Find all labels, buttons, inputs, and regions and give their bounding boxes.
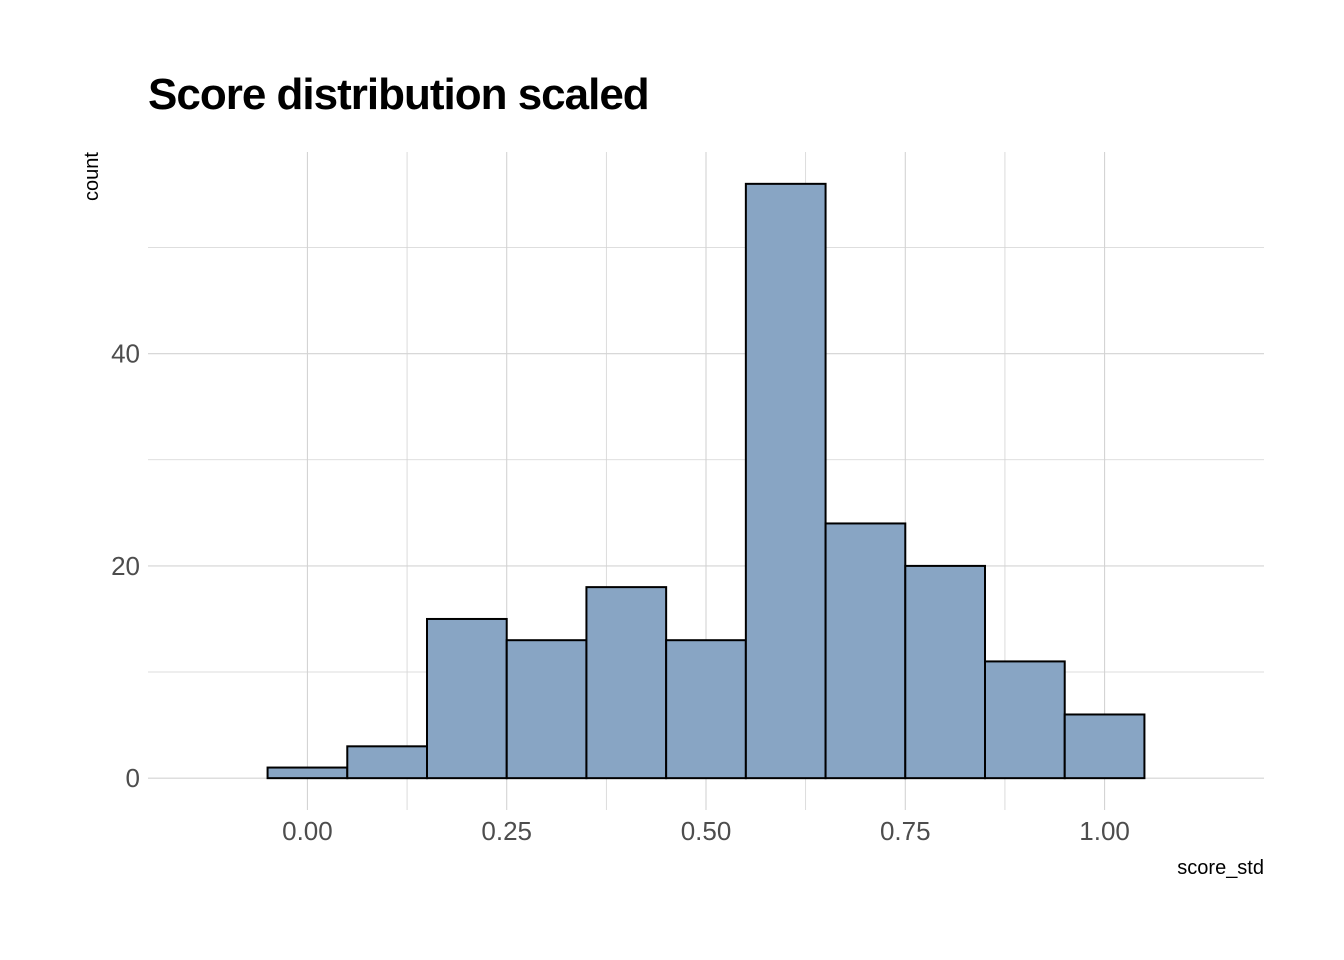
histogram-bar — [266, 766, 349, 780]
y-axis-ticks: 0 20 40 — [111, 339, 140, 794]
histogram-bar — [984, 660, 1066, 780]
chart-title: Score distribution scaled — [148, 70, 650, 119]
histogram-bars — [266, 182, 1146, 780]
y-tick-label: 40 — [111, 339, 140, 369]
histogram-bar — [665, 639, 747, 780]
histogram-bar — [505, 639, 588, 780]
histogram-bar — [904, 564, 986, 780]
histogram-bar — [824, 522, 907, 780]
histogram-bar — [744, 182, 827, 780]
y-tick-label: 20 — [111, 551, 140, 581]
x-tick-label: 1.00 — [1079, 816, 1130, 846]
x-axis-ticks: 0.00 0.25 0.50 0.75 1.00 — [282, 816, 1130, 846]
x-tick-label: 0.50 — [681, 816, 732, 846]
histogram-bar — [346, 745, 428, 780]
x-tick-label: 0.00 — [282, 816, 333, 846]
y-axis-title: count — [81, 152, 103, 201]
histogram-bar — [1063, 713, 1146, 780]
x-axis-title: score_std — [1177, 857, 1264, 879]
histogram-bar — [426, 617, 508, 780]
histogram-bar — [585, 586, 668, 780]
x-tick-label: 0.75 — [880, 816, 931, 846]
x-tick-label: 0.25 — [481, 816, 532, 846]
y-tick-label: 0 — [126, 763, 140, 793]
